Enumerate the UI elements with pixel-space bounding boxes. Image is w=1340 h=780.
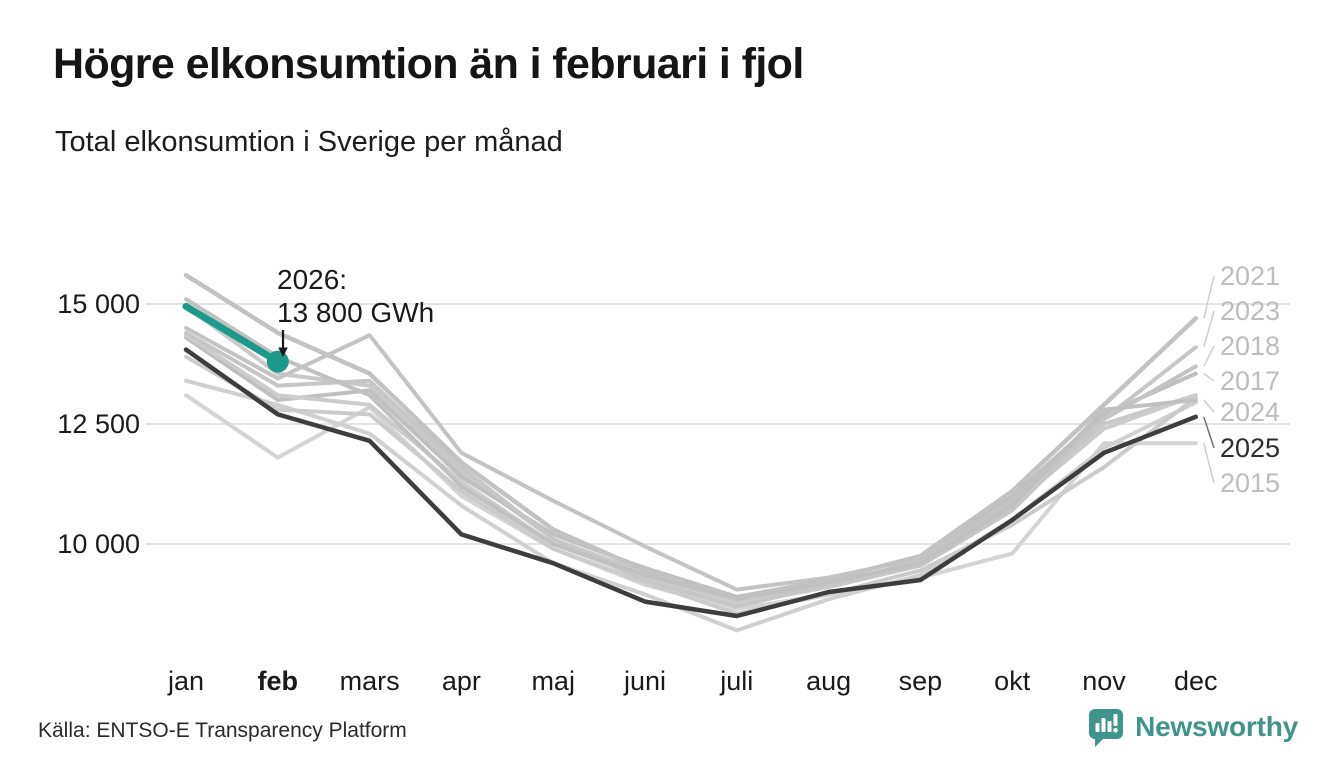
label-leader-2021 [1203,275,1215,319]
chart-line-2017 [184,335,1198,599]
label-leader-2017 [1203,372,1215,382]
label-leader-2024 [1203,399,1215,413]
x-tick-label-sep: sep [899,666,943,696]
year-label-2023: 2023 [1220,296,1280,326]
source-note: Källa: ENTSO-E Transparency Platform [38,719,407,742]
chart-line-2022 [184,354,1198,616]
label-leader-2023 [1203,310,1215,348]
y-tick-label-12500: 12 500 [57,409,140,439]
x-tick-label-juli: juli [719,666,753,696]
label-leader-2015 [1203,443,1215,484]
annotation-line1: 2026: [277,264,347,295]
x-tick-label-jan: jan [167,666,204,696]
label-leader-2018 [1203,345,1215,367]
chart-line-2021 [183,272,1199,602]
year-label-2024: 2024 [1220,397,1280,427]
year-label-2015: 2015 [1220,468,1280,498]
annotation-line2: 13 800 GWh [277,297,434,328]
newsworthy-logo: Newsworthy [1086,706,1298,748]
year-label-2017: 2017 [1220,366,1280,396]
chart-line-2026 [182,302,282,366]
newsworthy-logo-text: Newsworthy [1135,711,1298,742]
x-tick-label-feb: feb [258,666,299,696]
chart-line-2015 [184,393,1198,611]
year-label-2025: 2025 [1220,433,1280,463]
chart-line-2025 [183,347,1199,619]
page-title: Högre elkonsumtion än i februari i fjol [53,40,804,88]
chart-endpoint-dot-2026 [266,350,289,373]
x-tick-label-maj: maj [531,666,575,696]
chart-line-2024 [184,297,1198,602]
label-leader-2025 [1203,416,1215,449]
x-tick-label-nov: nov [1082,666,1126,696]
y-tick-label-10000: 10 000 [57,529,140,559]
annotation-arrowhead-icon [278,347,288,357]
chart-subtitle: Total elkonsumtion i Sverige per månad [55,126,563,158]
chart-line-2023 [184,330,1198,609]
newsworthy-logo-icon [1089,709,1124,747]
x-tick-label-mars: mars [340,666,400,696]
x-tick-label-aug: aug [806,666,851,696]
x-tick-label-okt: okt [994,666,1031,696]
year-label-2021: 2021 [1220,261,1280,291]
x-tick-label-dec: dec [1174,666,1218,696]
y-tick-label-15000: 15 000 [57,289,140,319]
year-label-2018: 2018 [1220,331,1280,361]
x-tick-label-juni: juni [623,666,666,696]
x-tick-label-apr: apr [442,666,481,696]
